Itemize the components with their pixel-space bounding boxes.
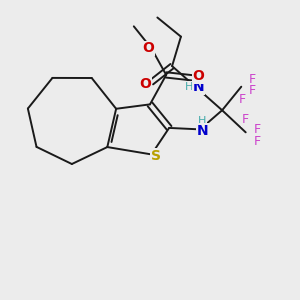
Text: O: O (140, 77, 152, 91)
Text: N: N (193, 80, 204, 94)
Text: N: N (196, 124, 208, 138)
Text: S: S (151, 149, 161, 163)
Text: F: F (253, 123, 260, 136)
Text: O: O (142, 41, 154, 56)
Text: F: F (242, 113, 249, 127)
Text: O: O (193, 69, 205, 83)
Text: H: H (185, 82, 193, 92)
Text: F: F (249, 73, 256, 86)
Text: F: F (253, 135, 260, 148)
Text: H: H (198, 116, 207, 126)
Text: F: F (249, 84, 256, 97)
Text: F: F (239, 93, 246, 106)
